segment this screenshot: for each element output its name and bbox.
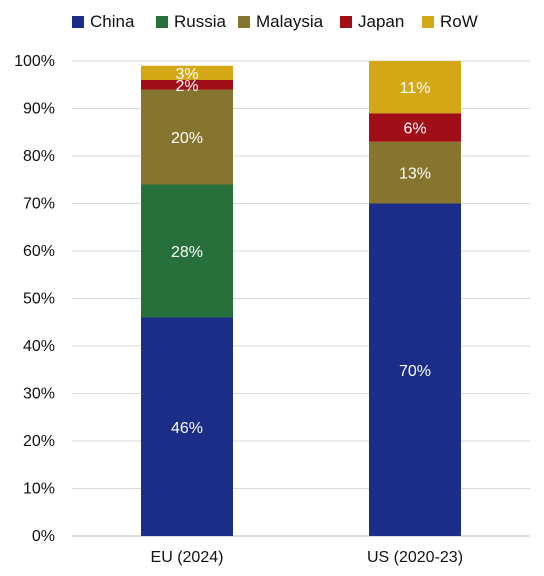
legend-item-russia: Russia [156,12,226,32]
bar-segment-japan [141,80,233,90]
y-tick-label: 70% [23,196,55,213]
data-label: 2% [175,78,198,95]
bar-segment-russia [141,184,233,318]
y-tick-label: 20% [23,433,55,450]
y-tick-label: 10% [23,481,55,498]
y-tick-label: 40% [23,338,55,355]
legend-swatch-russia [156,16,168,28]
y-tick-label: 80% [23,148,55,165]
data-label: 28% [171,244,203,261]
y-tick-label: 50% [23,291,55,308]
x-category-label: EU (2024) [151,549,224,566]
legend-label-row: RoW [440,12,478,31]
bar-segment-row [369,61,461,114]
legend-item-malaysia: Malaysia [238,12,323,32]
data-label: 20% [171,130,203,147]
legend-swatch-malaysia [238,16,250,28]
data-label: 70% [399,363,431,380]
bar-segment-row [141,65,233,80]
bar-segment-china [369,203,461,536]
legend-label-russia: Russia [174,12,226,31]
legend-label-japan: Japan [358,12,405,31]
legend-item-china: China [72,12,134,32]
legend-label-china: China [90,12,135,31]
y-tick-label: 100% [14,53,55,70]
bar-segment-malaysia [141,89,233,185]
legend-item-row: RoW [422,12,478,32]
legend-swatch-china [72,16,84,28]
y-tick-label: 90% [23,101,55,118]
legend-label-malaysia: Malaysia [256,12,324,31]
data-label: 3% [175,66,198,83]
legend: China Russia Malaysia Japan RoW [0,0,544,40]
legend-swatch-japan [340,16,352,28]
bar-segment-china [141,317,233,536]
data-label: 6% [403,121,426,138]
data-label: 11% [400,80,431,97]
legend-item-japan: Japan [340,12,404,32]
legend-swatch-row [422,16,434,28]
x-category-label: US (2020-23) [367,549,463,566]
y-tick-label: 30% [23,386,55,403]
y-tick-label: 0% [32,528,55,545]
y-tick-label: 60% [23,243,55,260]
bar-segment-malaysia [369,141,461,204]
data-label: 13% [399,166,431,183]
bar-segment-japan [369,113,461,142]
data-label: 46% [171,420,203,437]
